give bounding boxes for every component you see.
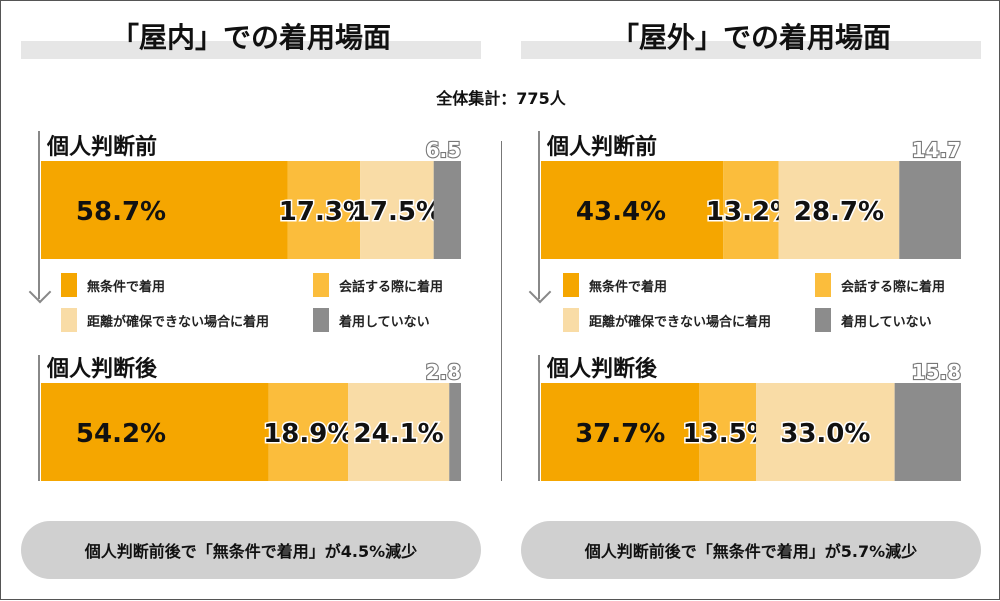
bar-segment	[541, 161, 724, 259]
indoor-summary-pill: 個人判断前後で「無条件で着用」が4.5%減少	[21, 521, 481, 579]
outdoor-summary-pill: 個人判断前後で「無条件で着用」が5.7%減少	[521, 521, 981, 579]
outdoor-legend-conversation: 会話する際に着用	[815, 273, 945, 297]
data-label: 58.7%	[76, 197, 166, 227]
total-count-label: 全体集計：775人	[436, 89, 566, 108]
bar-segment	[433, 161, 461, 259]
outdoor-flow-arrow-line	[538, 131, 540, 299]
bar-segment	[899, 161, 961, 259]
data-label: 2.8	[426, 360, 461, 384]
bar-segment	[756, 383, 895, 481]
outdoor-after-axis-line	[538, 355, 540, 481]
bar-segment	[894, 383, 961, 481]
data-label: 15.8	[912, 360, 961, 384]
outdoor-legend-distance: 距離が確保できない場合に着用	[563, 308, 771, 332]
legend-label: 無条件で着用	[87, 279, 166, 295]
legend-label: 会話する際に着用	[841, 279, 946, 295]
data-label: 54.2%	[76, 419, 166, 449]
legend-swatch	[815, 308, 831, 332]
bar-segment	[41, 383, 269, 481]
data-label: 6.5	[426, 138, 461, 162]
bar-segment	[541, 383, 700, 481]
indoor-after-axis-line	[38, 355, 40, 481]
indoor-before-label: 個人判断前	[47, 135, 158, 160]
data-label: 33.0%	[780, 419, 870, 449]
indoor-after-label: 個人判断後	[47, 357, 158, 382]
indoor-legend-none: 着用していない	[313, 308, 430, 332]
bar-segment	[348, 383, 450, 481]
legend-swatch	[815, 273, 831, 297]
legend-swatch	[61, 308, 77, 332]
title-bar-indoor	[21, 41, 481, 59]
legend-label: 距離が確保できない場合に着用	[87, 314, 270, 330]
bar-segment	[41, 161, 288, 259]
outdoor-legend-unconditional: 無条件で着用	[563, 273, 667, 297]
bar-segment	[287, 161, 361, 259]
data-label: 28.7%	[794, 197, 884, 227]
panel-title-outdoor: 「屋外」での着用場面	[610, 21, 891, 54]
legend-label: 会話する際に着用	[339, 279, 444, 295]
indoor-legend-conversation: 会話する際に着用	[313, 273, 443, 297]
data-label: 37.7%	[575, 419, 665, 449]
bar-segment	[699, 383, 757, 481]
legend-swatch	[61, 273, 77, 297]
outdoor-before-label: 個人判断前	[547, 135, 658, 160]
bar-segment	[268, 383, 349, 481]
bar-segment	[449, 383, 461, 481]
legend-label: 無条件で着用	[589, 279, 668, 295]
bar-segment	[360, 161, 434, 259]
data-label: 17.3%	[279, 197, 369, 227]
legend-swatch	[563, 308, 579, 332]
data-label: 43.4%	[576, 197, 666, 227]
data-label: 17.5%	[352, 197, 442, 227]
legend-swatch	[313, 308, 329, 332]
indoor-legend-distance: 距離が確保できない場合に着用	[61, 308, 269, 332]
legend-swatch	[563, 273, 579, 297]
data-label: 18.9%	[263, 419, 353, 449]
legend-label: 距離が確保できない場合に着用	[589, 314, 772, 330]
legend-swatch	[313, 273, 329, 297]
panel-title-indoor: 「屋内」での着用場面	[110, 21, 391, 54]
title-bar-outdoor	[521, 41, 981, 59]
outdoor-legend-none: 着用していない	[815, 308, 932, 332]
panel-divider	[501, 141, 502, 481]
bar-segment	[723, 161, 779, 259]
bar-segment	[778, 161, 900, 259]
indoor-flow-arrow-line	[38, 131, 40, 299]
data-label: 24.1%	[354, 419, 444, 449]
legend-label: 着用していない	[339, 314, 430, 330]
data-label: 14.7	[912, 138, 961, 162]
indoor-legend-unconditional: 無条件で着用	[61, 273, 165, 297]
outdoor-after-label: 個人判断後	[547, 357, 658, 382]
legend-label: 着用していない	[841, 314, 932, 330]
